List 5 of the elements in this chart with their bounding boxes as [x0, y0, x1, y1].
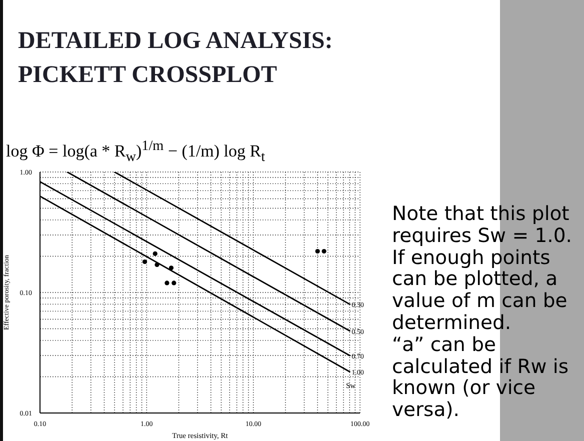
text: “a” can be calculated if Rw is known (or vice versa). — [392, 332, 570, 422]
text: If enough points can be plotted, a value of m can be determined. — [392, 246, 568, 334]
text: Note that this plot requires Sw = 1.0. — [392, 202, 573, 247]
text: log Φ = log(a * R$_{w}$)$^{1/m}$ − (1/m) log R$_{t}$ — [6, 138, 266, 166]
chart-title: DETAILED LOG ANALYSIS: PICKETT CROSSPLOT — [18, 27, 334, 90]
